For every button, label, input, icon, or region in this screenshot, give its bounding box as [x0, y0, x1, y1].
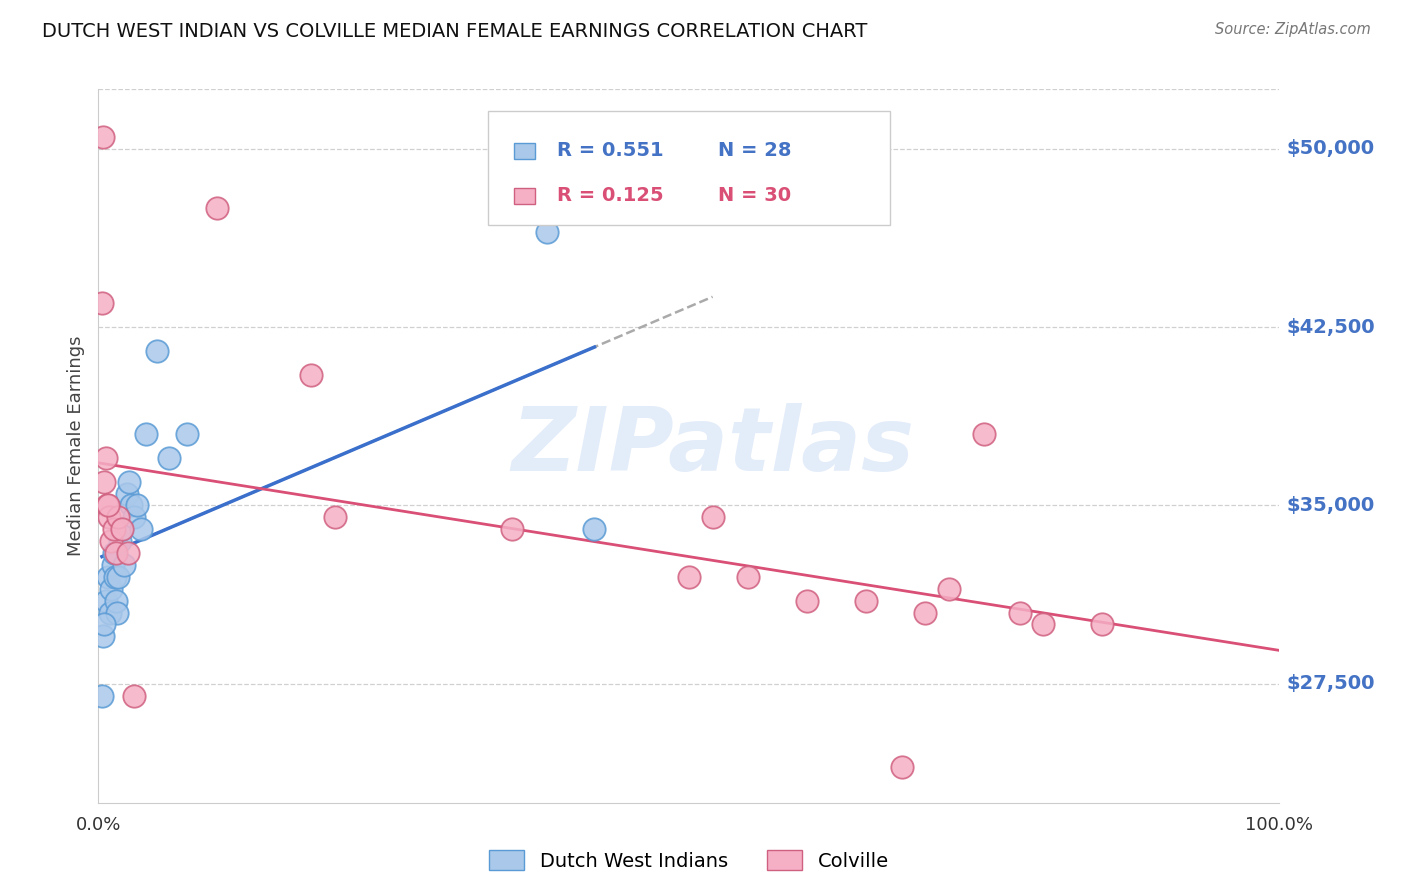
- Point: [100, 582, 122, 596]
- Point: [973, 427, 995, 442]
- Point: [135, 427, 157, 442]
- Point: [107, 510, 129, 524]
- Text: DUTCH WEST INDIAN VS COLVILLE MEDIAN FEMALE EARNINGS CORRELATION CHART: DUTCH WEST INDIAN VS COLVILLE MEDIAN FEM…: [42, 22, 868, 41]
- Legend: Dutch West Indians, Colville: Dutch West Indians, Colville: [481, 843, 897, 879]
- Point: [93, 617, 115, 632]
- Point: [98, 510, 121, 524]
- Point: [112, 558, 135, 572]
- Text: R = 0.125: R = 0.125: [557, 186, 664, 205]
- Text: $27,500: $27,500: [1286, 674, 1375, 693]
- Point: [91, 629, 114, 643]
- Point: [93, 475, 115, 489]
- FancyBboxPatch shape: [515, 188, 534, 203]
- Text: Source: ZipAtlas.com: Source: ZipAtlas.com: [1215, 22, 1371, 37]
- Point: [678, 570, 700, 584]
- Point: [103, 546, 125, 560]
- Point: [97, 570, 120, 584]
- Point: [1008, 606, 1031, 620]
- Point: [501, 522, 523, 536]
- Point: [111, 522, 134, 536]
- Point: [796, 593, 818, 607]
- FancyBboxPatch shape: [515, 143, 534, 159]
- Point: [101, 558, 124, 572]
- Point: [94, 593, 117, 607]
- Point: [157, 450, 180, 465]
- FancyBboxPatch shape: [488, 111, 890, 225]
- Point: [118, 475, 141, 489]
- Point: [129, 522, 152, 536]
- Point: [105, 606, 128, 620]
- Point: [938, 582, 960, 596]
- Text: N = 28: N = 28: [718, 141, 792, 161]
- Point: [127, 499, 149, 513]
- Point: [299, 368, 322, 382]
- Text: $50,000: $50,000: [1286, 139, 1375, 158]
- Y-axis label: Median Female Earnings: Median Female Earnings: [66, 335, 84, 557]
- Point: [1091, 617, 1114, 632]
- Point: [583, 522, 606, 536]
- Point: [176, 427, 198, 442]
- Point: [117, 546, 139, 560]
- Point: [91, 129, 114, 144]
- Point: [146, 343, 169, 358]
- Point: [104, 570, 127, 584]
- Point: [108, 534, 131, 549]
- Point: [91, 689, 114, 703]
- Point: [96, 499, 118, 513]
- Point: [98, 606, 121, 620]
- Point: [702, 510, 724, 524]
- Point: [890, 760, 912, 774]
- Point: [100, 534, 122, 549]
- Point: [105, 593, 128, 607]
- Point: [122, 510, 145, 524]
- Text: R = 0.551: R = 0.551: [557, 141, 664, 161]
- Point: [122, 689, 145, 703]
- Point: [105, 546, 128, 560]
- Point: [97, 499, 120, 513]
- Point: [536, 225, 558, 239]
- Point: [91, 296, 114, 310]
- Point: [111, 522, 134, 536]
- Text: $35,000: $35,000: [1286, 496, 1375, 515]
- Point: [914, 606, 936, 620]
- Point: [103, 522, 125, 536]
- Text: N = 30: N = 30: [718, 186, 792, 205]
- Point: [855, 593, 877, 607]
- Point: [205, 201, 228, 215]
- Point: [94, 450, 117, 465]
- Point: [737, 570, 759, 584]
- Point: [115, 486, 138, 500]
- Point: [121, 499, 143, 513]
- Point: [1032, 617, 1054, 632]
- Point: [323, 510, 346, 524]
- Text: ZIPatlas: ZIPatlas: [510, 402, 914, 490]
- Point: [107, 570, 129, 584]
- Text: $42,500: $42,500: [1286, 318, 1375, 336]
